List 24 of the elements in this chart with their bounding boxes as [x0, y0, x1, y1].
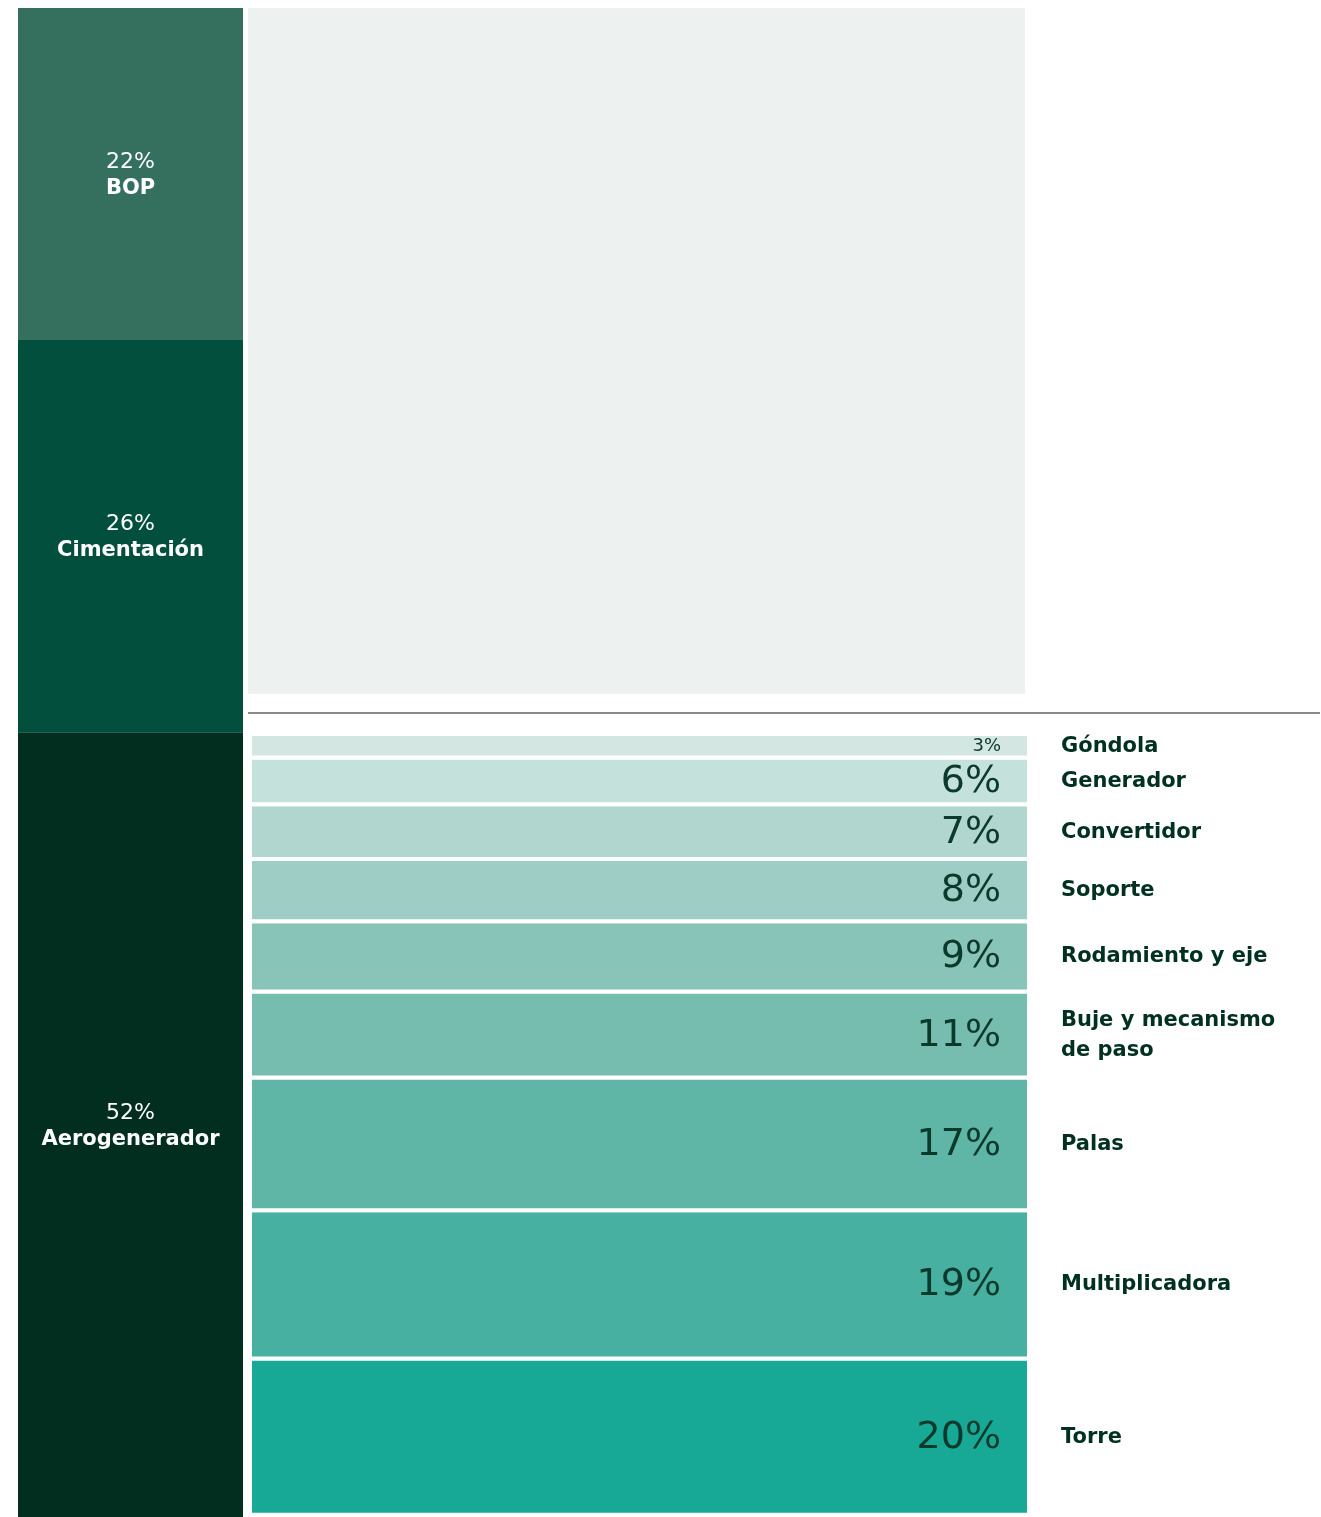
series-label: Soporte — [1061, 877, 1155, 902]
data-label: 8% — [940, 866, 1001, 911]
series-label: Convertidor — [1061, 818, 1202, 843]
data-label: 19% — [916, 1260, 1001, 1305]
data-label: 7% — [940, 807, 1001, 852]
data-label: 11% — [916, 1010, 1001, 1055]
data-label: 52% — [106, 1098, 155, 1124]
data-label: 17% — [916, 1120, 1001, 1165]
series-label: Generador — [1061, 768, 1187, 793]
series-label: Góndola — [1061, 733, 1159, 758]
series-label: Rodamiento y eje — [1061, 943, 1268, 968]
series-label: Buje y mecanismo de paso — [1061, 1006, 1276, 1061]
series-label: Aerogenerador — [41, 1125, 221, 1150]
series-label: Torre — [1061, 1423, 1122, 1448]
data-label: 3% — [972, 734, 1001, 756]
data-label: 26% — [106, 510, 155, 536]
series-label: BOP — [105, 174, 156, 199]
series-label: Cimentación — [57, 537, 204, 562]
data-label: 22% — [106, 147, 155, 173]
data-label: 20% — [916, 1412, 1001, 1457]
series-label: Multiplicadora — [1061, 1271, 1232, 1296]
data-label: 6% — [940, 757, 1001, 802]
data-label: 9% — [940, 932, 1001, 977]
series-label: Palas — [1061, 1131, 1124, 1156]
